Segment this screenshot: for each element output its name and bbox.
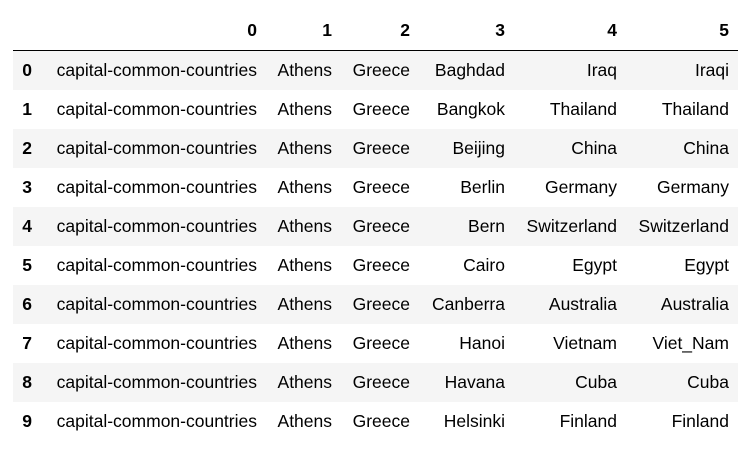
table-cell-col-2: Greece — [352, 332, 410, 353]
table-cell-col-5: Cuba — [687, 371, 729, 392]
row-index: 5 — [22, 254, 32, 275]
table-cell-col-3: Beijing — [452, 137, 505, 158]
row-index: 3 — [22, 176, 32, 197]
row-index: 2 — [22, 137, 32, 158]
table-cell-col-3: Helsinki — [443, 410, 505, 431]
table-cell-col-1: Athens — [277, 137, 332, 158]
table-cell-col-2: Greece — [352, 59, 410, 80]
table-row: 9 capital-common-countries Athens Greece Hel… — [13, 402, 738, 441]
table-cell-col-3: Hanoi — [459, 332, 505, 353]
table-row: 6 capital-common-countries Athens Greece Can… — [13, 285, 738, 324]
table-cell-col-2: Greece — [352, 176, 410, 197]
row-index: 6 — [22, 293, 32, 314]
header-row: 0 1 2 3 4 5 — [13, 12, 738, 51]
table-cell-col-5: Iraqi — [694, 59, 729, 80]
table-cell-col-0: capital-common-countries — [56, 98, 257, 119]
table-cell-col-3: Baghdad — [434, 59, 505, 80]
table-row: 7 capital-common-countries Athens Greece Han… — [13, 324, 738, 363]
table-cell-col-3: Bern — [468, 215, 505, 236]
table-cell-col-2: Greece — [352, 254, 410, 275]
dataframe-table: 0 1 2 3 4 5 0 capital-common-countries Ath… — [13, 12, 738, 441]
row-index: 9 — [22, 410, 32, 431]
table-cell-col-4: Germany — [545, 176, 617, 197]
table-header: 0 1 2 3 4 5 — [13, 12, 738, 51]
column-header-3: 3 — [419, 12, 514, 51]
dataframe-output: 0 1 2 3 4 5 0 capital-common-countries Ath… — [13, 12, 738, 441]
column-header-1: 1 — [266, 12, 341, 51]
table-body: 0 capital-common-countries Athens Greece Bag… — [13, 50, 738, 441]
table-cell-col-4: Thailand — [549, 98, 617, 119]
table-cell-col-5: Switzerland — [638, 215, 729, 236]
table-cell-col-0: capital-common-countries — [56, 332, 257, 353]
table-cell-col-4: Cuba — [575, 371, 617, 392]
table-row: 1 capital-common-countries Athens Greece Ban… — [13, 90, 738, 129]
table-cell-col-5: China — [683, 137, 729, 158]
table-cell-col-1: Athens — [277, 293, 332, 314]
table-cell-col-1: Athens — [277, 59, 332, 80]
table-cell-col-3: Berlin — [460, 176, 505, 197]
table-cell-col-0: capital-common-countries — [56, 137, 257, 158]
table-row: 0 capital-common-countries Athens Greece Bag… — [13, 50, 738, 90]
row-index: 0 — [22, 59, 32, 80]
table-cell-col-0: capital-common-countries — [56, 293, 257, 314]
column-header-0: 0 — [41, 12, 266, 51]
table-cell-col-2: Greece — [352, 371, 410, 392]
table-row: 2 capital-common-countries Athens Greece Bei… — [13, 129, 738, 168]
row-index: 8 — [22, 371, 32, 392]
table-cell-col-1: Athens — [277, 371, 332, 392]
table-cell-col-0: capital-common-countries — [56, 371, 257, 392]
table-cell-col-4: Finland — [559, 410, 617, 431]
table-row: 4 capital-common-countries Athens Greece Ber… — [13, 207, 738, 246]
table-cell-col-5: Egypt — [684, 254, 729, 275]
index-column-header — [13, 12, 41, 51]
column-header-2: 2 — [341, 12, 419, 51]
table-cell-col-1: Athens — [277, 176, 332, 197]
table-cell-col-5: Thailand — [661, 98, 729, 119]
table-cell-col-5: Germany — [657, 176, 729, 197]
table-cell-col-5: Australia — [660, 293, 729, 314]
column-header-5: 5 — [626, 12, 738, 51]
table-cell-col-2: Greece — [352, 98, 410, 119]
column-header-4: 4 — [514, 12, 626, 51]
table-cell-col-4: Switzerland — [526, 215, 617, 236]
table-cell-col-3: Canberra — [432, 293, 505, 314]
table-cell-col-1: Athens — [277, 254, 332, 275]
table-cell-col-2: Greece — [352, 215, 410, 236]
table-row: 3 capital-common-countries Athens Greece Ber… — [13, 168, 738, 207]
table-cell-col-0: capital-common-countries — [56, 59, 257, 80]
table-cell-col-0: capital-common-countries — [56, 215, 257, 236]
table-cell-col-2: Greece — [352, 410, 410, 431]
table-cell-col-3: Havana — [444, 371, 505, 392]
table-cell-col-0: capital-common-countries — [56, 176, 257, 197]
row-index: 7 — [22, 332, 32, 353]
table-cell-col-2: Greece — [352, 293, 410, 314]
table-cell-col-1: Athens — [277, 98, 332, 119]
table-cell-col-3: Cairo — [463, 254, 505, 275]
table-cell-col-0: capital-common-countries — [56, 254, 257, 275]
table-row: 8 capital-common-countries Athens Greece Hav… — [13, 363, 738, 402]
table-cell-col-2: Greece — [352, 137, 410, 158]
table-row: 5 capital-common-countries Athens Greece Cai… — [13, 246, 738, 285]
table-cell-col-4: Egypt — [572, 254, 617, 275]
table-cell-col-5: Finland — [671, 410, 729, 431]
table-cell-col-4: Iraq — [586, 59, 617, 80]
table-cell-col-4: Vietnam — [553, 332, 617, 353]
table-cell-col-1: Athens — [277, 332, 332, 353]
table-cell-col-1: Athens — [277, 410, 332, 431]
table-cell-col-4: Australia — [548, 293, 617, 314]
table-cell-col-3: Bangkok — [436, 98, 505, 119]
row-index: 4 — [22, 215, 32, 236]
table-cell-col-1: Athens — [277, 215, 332, 236]
table-cell-col-0: capital-common-countries — [56, 410, 257, 431]
table-cell-col-4: China — [571, 137, 617, 158]
table-cell-col-5: Viet_Nam — [652, 332, 729, 353]
row-index: 1 — [22, 98, 32, 119]
